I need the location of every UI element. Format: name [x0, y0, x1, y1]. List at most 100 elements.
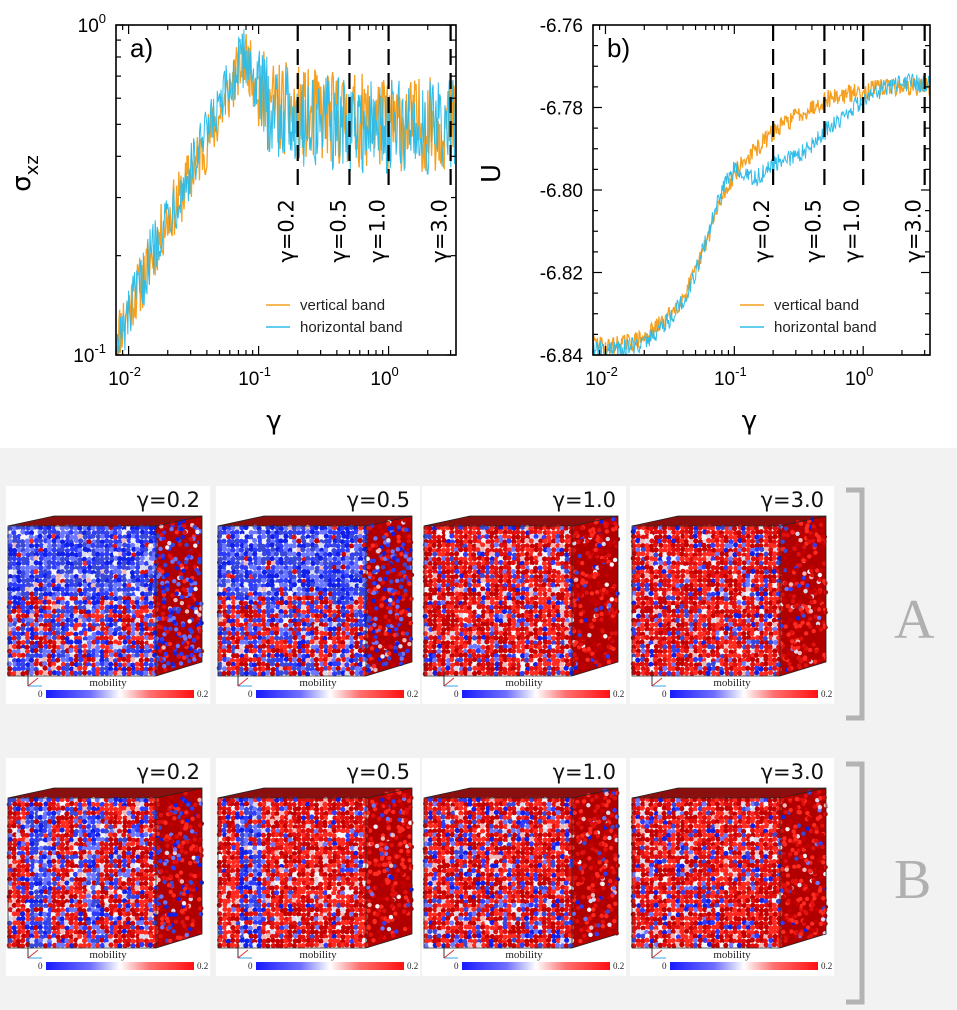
- panel-label-b: b): [607, 33, 630, 63]
- colorbar-title: mobility: [89, 677, 127, 689]
- colorbar-title: mobility: [505, 949, 543, 961]
- x-tick-label-a-1: 10-1: [238, 364, 271, 390]
- colorbar-min: 0: [248, 961, 253, 971]
- colorbar-min: 0: [662, 689, 667, 699]
- particle-cube-image: [630, 787, 829, 949]
- legend-entry-b-0: vertical band: [774, 297, 859, 314]
- plot-frame-a: [115, 24, 457, 356]
- xyz-axes-icon: [651, 942, 666, 959]
- mobility-colorbar: [46, 690, 194, 698]
- colorbar-max: 0.2: [407, 961, 419, 971]
- particle-cube-image: [630, 515, 829, 677]
- x-tick-label-b-1: 10-1: [714, 364, 747, 390]
- snapshot-panel: γ=0.2 mobility 0 0.2 γ=0.5 mobility 0 0.2 γ=1.0 m…: [0, 448, 957, 1010]
- vline-label-a-2: γ=1.0: [366, 199, 390, 262]
- particle-cube-image: [6, 787, 205, 949]
- colorbar-max: 0.2: [613, 961, 625, 971]
- snapshot-strain-label: γ=1.0: [552, 760, 616, 784]
- snapshot-strain-label: γ=0.5: [346, 760, 410, 784]
- colorbar-max: 0.2: [821, 961, 833, 971]
- colorbar-title: mobility: [505, 677, 543, 689]
- vline-label-b-1: γ=0.5: [801, 199, 825, 262]
- colorbar-min: 0: [662, 961, 667, 971]
- mobility-colorbar: [256, 962, 404, 970]
- y-axis-label-a: σxz: [7, 155, 43, 192]
- snapshot-card: γ=0.2 mobility 0 0.2: [6, 486, 210, 704]
- snapshot-card: γ=1.0 mobility 0 0.2: [422, 486, 626, 704]
- snapshot-card: γ=3.0 mobility 0 0.2: [630, 758, 834, 976]
- xyz-axes-icon: [443, 942, 458, 959]
- colorbar-min: 0: [38, 689, 43, 699]
- series-line-b-horizontal: [593, 72, 930, 355]
- colorbar-min: 0: [454, 689, 459, 699]
- snapshot-strain-label: γ=3.0: [760, 488, 824, 512]
- legend-entry-a-1: horizontal band: [300, 319, 403, 336]
- legend-entry-a-0: vertical band: [300, 297, 385, 314]
- group-label-a: A: [894, 589, 935, 651]
- x-tick-label-a-0: 10-2: [108, 364, 141, 390]
- xyz-axes-icon: [27, 670, 42, 687]
- y-tick-label-a-1: 100: [78, 11, 106, 37]
- snapshot-strain-label: γ=1.0: [552, 488, 616, 512]
- colorbar-title: mobility: [299, 677, 337, 689]
- colorbar-max: 0.2: [197, 689, 209, 699]
- y-tick-label-b-0: -6.84: [540, 346, 584, 367]
- colorbar-title: mobility: [299, 949, 337, 961]
- colorbar-min: 0: [38, 961, 43, 971]
- vline-label-b-0: γ=0.2: [750, 199, 774, 262]
- snapshot-card: γ=3.0 mobility 0 0.2: [630, 486, 834, 704]
- x-tick-label-b-0: 10-2: [585, 364, 618, 390]
- colorbar-max: 0.2: [407, 689, 419, 699]
- panel-label-a: a): [130, 33, 153, 63]
- snapshot-card: γ=0.5 mobility 0 0.2: [216, 758, 420, 976]
- snapshot-card: γ=1.0 mobility 0 0.2: [422, 758, 626, 976]
- vline-label-a-0: γ=0.2: [275, 199, 299, 262]
- mobility-colorbar: [256, 690, 404, 698]
- group-label-b: B: [894, 849, 932, 911]
- particle-cube-image: [422, 515, 621, 677]
- colorbar-title: mobility: [713, 949, 751, 961]
- snapshot-strain-label: γ=0.2: [136, 760, 200, 784]
- snapshot-strain-label: γ=0.5: [346, 488, 410, 512]
- y-tick-label-b-2: -6.80: [540, 181, 583, 202]
- particle-cube-image: [216, 787, 415, 949]
- y-tick-label-b-1: -6.82: [540, 264, 583, 285]
- x-axis-label-a: γ: [266, 406, 281, 436]
- series-line-a-horizontal: [116, 29, 456, 355]
- colorbar-max: 0.2: [197, 961, 209, 971]
- colorbar-min: 0: [454, 961, 459, 971]
- colorbar-max: 0.2: [821, 689, 833, 699]
- x-axis-label-b: γ: [742, 406, 757, 436]
- xyz-axes-icon: [237, 942, 252, 959]
- vline-label-a-1: γ=0.5: [326, 199, 350, 262]
- colorbar-max: 0.2: [613, 689, 625, 699]
- snapshot-card: γ=0.2 mobility 0 0.2: [6, 758, 210, 976]
- mobility-colorbar: [46, 962, 194, 970]
- y-tick-label-a-0: 10-1: [73, 341, 106, 367]
- particle-cube-image: [216, 515, 415, 677]
- xyz-axes-icon: [27, 942, 42, 959]
- snapshot-card: γ=0.5 mobility 0 0.2: [216, 486, 420, 704]
- y-tick-label-b-4: -6.76: [540, 16, 583, 37]
- x-tick-label-b-2: 100: [845, 364, 873, 390]
- colorbar-min: 0: [248, 689, 253, 699]
- mobility-colorbar: [462, 690, 610, 698]
- x-tick-label-a-2: 100: [370, 364, 398, 390]
- colorbar-title: mobility: [713, 677, 751, 689]
- snapshot-strain-label: γ=3.0: [760, 760, 824, 784]
- xyz-axes-icon: [651, 670, 666, 687]
- vline-label-b-2: γ=1.0: [840, 199, 864, 262]
- xyz-axes-icon: [237, 670, 252, 687]
- bracket-a: [846, 487, 865, 721]
- mobility-colorbar: [670, 962, 818, 970]
- vline-label-a-3: γ=3.0: [428, 199, 452, 262]
- xyz-axes-icon: [443, 670, 458, 687]
- legend-entry-b-1: horizontal band: [774, 319, 877, 336]
- snapshot-strain-label: γ=0.2: [136, 488, 200, 512]
- bracket-b: [846, 761, 865, 1005]
- colorbar-title: mobility: [89, 949, 127, 961]
- mobility-colorbar: [670, 690, 818, 698]
- mobility-colorbar: [462, 962, 610, 970]
- chart-panel-b: γ=0.2 γ=0.5 γ=1.0 γ=3.0 10-2 10-1 100 -6.84 -6.8…: [478, 16, 931, 436]
- y-axis-label-b: U: [478, 164, 507, 183]
